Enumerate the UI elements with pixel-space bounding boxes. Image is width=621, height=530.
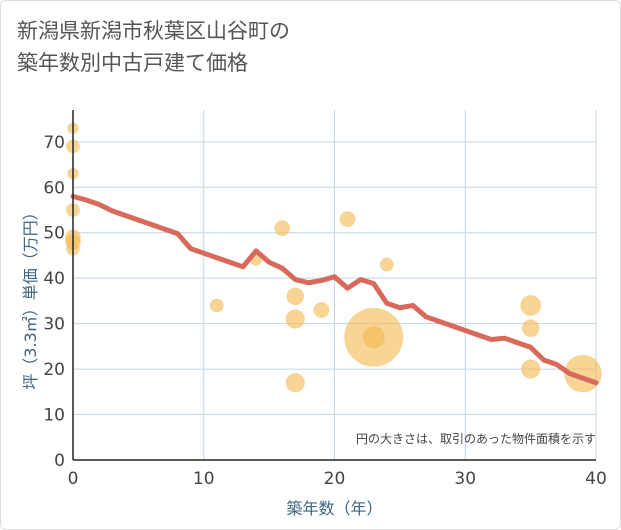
x-tick-label-20: 20 bbox=[324, 469, 346, 489]
bubble-point bbox=[285, 373, 305, 393]
x-axis-label: 築年数（年） bbox=[286, 499, 382, 518]
bubble-point bbox=[313, 302, 330, 318]
bubble-point bbox=[520, 295, 542, 316]
y-tick-label-50: 50 bbox=[43, 224, 65, 244]
bubbles bbox=[65, 122, 602, 393]
chart-title-line-1: 新潟県新潟市秋葉区山谷町の bbox=[17, 19, 290, 43]
bubble-point bbox=[274, 220, 291, 237]
axes: 0 10 20 30 40 0 10 20 30 40 50 60 70 bbox=[43, 110, 607, 489]
bubble-point bbox=[362, 326, 385, 349]
bubble-point bbox=[286, 287, 305, 306]
y-tick-label-70: 70 bbox=[43, 133, 65, 153]
y-tick-label-20: 20 bbox=[43, 360, 65, 380]
grid-lines bbox=[73, 110, 597, 460]
series-line-0 bbox=[70, 193, 599, 386]
y-tick-label-60: 60 bbox=[43, 178, 65, 198]
bubble-point bbox=[209, 298, 224, 313]
y-tick-label-0: 0 bbox=[54, 451, 65, 471]
y-axis-label: 坪（3.3㎡）単価（万円） bbox=[21, 204, 40, 389]
x-tick-label-10: 10 bbox=[193, 469, 215, 489]
size-note: 円の大きさは、取引のあった物件面積を示す bbox=[356, 431, 596, 446]
bubble-point bbox=[379, 257, 394, 272]
chart-title: 新潟県新潟市秋葉区山谷町の 築年数別中古戸建て価格 bbox=[17, 15, 290, 79]
bubble-point bbox=[285, 309, 305, 329]
x-tick-label-40: 40 bbox=[585, 469, 607, 489]
bubble-point bbox=[339, 211, 356, 228]
trend-lines bbox=[70, 193, 599, 386]
y-tick-label-10: 10 bbox=[43, 406, 65, 426]
x-tick-label-0: 0 bbox=[68, 469, 79, 489]
x-tick-label-30: 30 bbox=[454, 469, 476, 489]
y-tick-label-30: 30 bbox=[43, 315, 65, 335]
bubble-point bbox=[521, 319, 540, 338]
chart-title-line-2: 築年数別中古戸建て価格 bbox=[17, 51, 248, 75]
y-tick-label-40: 40 bbox=[43, 269, 65, 289]
bubble-point bbox=[520, 359, 541, 379]
